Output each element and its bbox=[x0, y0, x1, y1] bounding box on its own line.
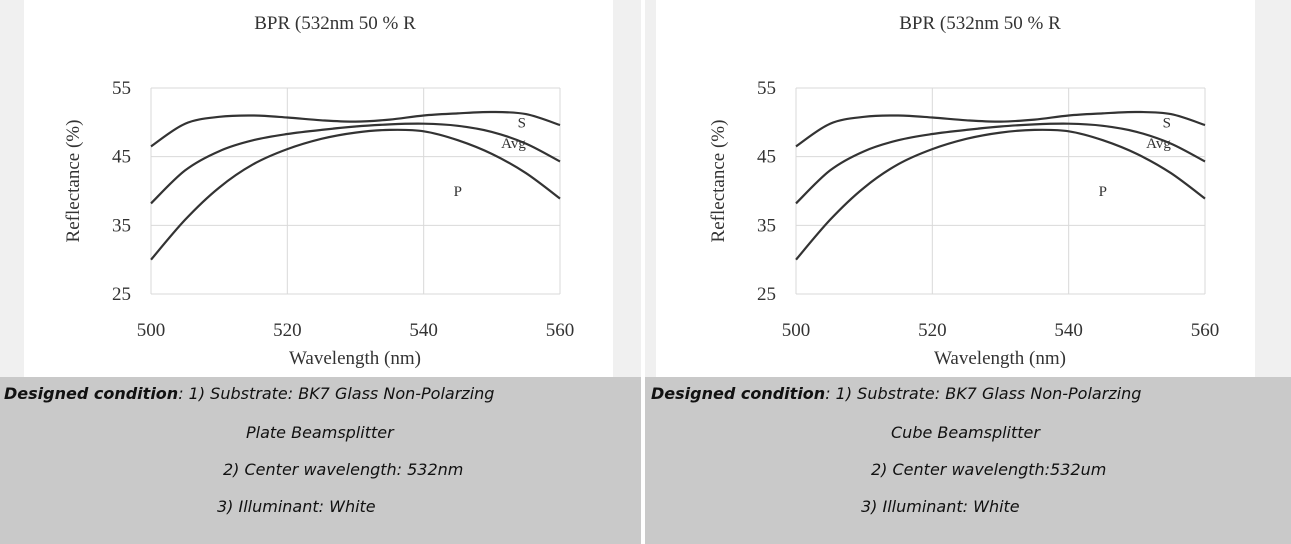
caption-line-2: Plate Beamsplitter bbox=[246, 423, 394, 442]
gridlines bbox=[150, 87, 561, 295]
x-tick-label: 500 bbox=[782, 320, 811, 341]
x-tick-label: 560 bbox=[1191, 320, 1220, 341]
series-label-avg: Avg bbox=[501, 136, 526, 152]
y-tick-label: 55 bbox=[757, 78, 776, 99]
series-label-s: S bbox=[1163, 115, 1171, 131]
caption: Designed condition: 1) Substrate: BK7 Gl… bbox=[0, 377, 641, 544]
x-tick-labels: 500 520 540 560 bbox=[782, 320, 1220, 341]
y-axis-label: Reflectance (%) bbox=[63, 120, 84, 243]
x-tick-label: 540 bbox=[1054, 320, 1083, 341]
series-label-avg: Avg bbox=[1146, 136, 1171, 152]
chart-title: BPR (532nm 50 % R bbox=[254, 13, 416, 34]
caption-line-3: 2) Center wavelength: 532nm bbox=[223, 460, 464, 479]
chart-panel-right: BPR (532nm 50 % R 25 35 45 55 500 520 540 560 … bbox=[645, 0, 1291, 544]
chart-panel-left: BPR (532nm 50 % R 25 35 45 55 500 520 540 560 … bbox=[0, 0, 641, 544]
caption: Designed condition: 1) Substrate: BK7 Gl… bbox=[645, 377, 1291, 544]
chart-area: BPR (532nm 50 % R 25 35 45 55 500 520 540 560 … bbox=[24, 0, 613, 377]
y-axis-label: Reflectance (%) bbox=[708, 120, 729, 243]
chart-area: BPR (532nm 50 % R 25 35 45 55 500 520 540 560 … bbox=[656, 0, 1255, 377]
series-line-avg bbox=[795, 122, 1206, 205]
x-tick-label: 520 bbox=[273, 320, 302, 341]
curve-labels: S Avg P bbox=[454, 115, 527, 200]
x-tick-label: 500 bbox=[137, 320, 166, 341]
y-tick-labels: 25 35 45 55 bbox=[757, 78, 776, 305]
series-label-s: S bbox=[518, 115, 526, 131]
curve-labels: S Avg P bbox=[1099, 115, 1172, 200]
y-tick-label: 35 bbox=[112, 215, 131, 236]
y-tick-labels: 25 35 45 55 bbox=[112, 78, 131, 305]
x-tick-label: 520 bbox=[918, 320, 947, 341]
series-line-p bbox=[795, 128, 1206, 261]
caption-line-1: Designed condition: 1) Substrate: BK7 Gl… bbox=[4, 384, 494, 403]
gridlines bbox=[795, 87, 1206, 295]
caption-substrate: : 1) Substrate: BK7 Glass Non-Polarzing bbox=[825, 384, 1142, 403]
chart-title: BPR (532nm 50 % R bbox=[899, 13, 1061, 34]
caption-line-1: Designed condition: 1) Substrate: BK7 Gl… bbox=[651, 384, 1141, 403]
series-label-p: P bbox=[1099, 184, 1107, 200]
y-tick-label: 25 bbox=[112, 284, 131, 305]
caption-line-4: 3) Illuminant: White bbox=[861, 497, 1020, 516]
series-line-p bbox=[150, 128, 561, 261]
x-axis-label: Wavelength (nm) bbox=[934, 348, 1066, 369]
y-tick-label: 55 bbox=[112, 78, 131, 99]
caption-line-4: 3) Illuminant: White bbox=[217, 497, 376, 516]
x-tick-labels: 500 520 540 560 bbox=[137, 320, 575, 341]
caption-label: Designed condition bbox=[651, 384, 826, 403]
series-line-avg bbox=[150, 122, 561, 205]
caption-substrate: : 1) Substrate: BK7 Glass Non-Polarzing bbox=[178, 384, 495, 403]
series-line-s bbox=[795, 110, 1206, 148]
y-tick-label: 35 bbox=[757, 215, 776, 236]
series-line-s bbox=[150, 110, 561, 148]
curves bbox=[150, 110, 561, 261]
curves bbox=[795, 110, 1206, 261]
caption-line-2: Cube Beamsplitter bbox=[891, 423, 1040, 442]
x-tick-label: 540 bbox=[409, 320, 438, 341]
caption-label: Designed condition bbox=[4, 384, 179, 403]
y-tick-label: 25 bbox=[757, 284, 776, 305]
series-label-p: P bbox=[454, 184, 462, 200]
x-axis-label: Wavelength (nm) bbox=[289, 348, 421, 369]
y-tick-label: 45 bbox=[112, 147, 131, 168]
y-tick-label: 45 bbox=[757, 147, 776, 168]
x-tick-label: 560 bbox=[546, 320, 575, 341]
caption-line-3: 2) Center wavelength:532um bbox=[871, 460, 1107, 479]
